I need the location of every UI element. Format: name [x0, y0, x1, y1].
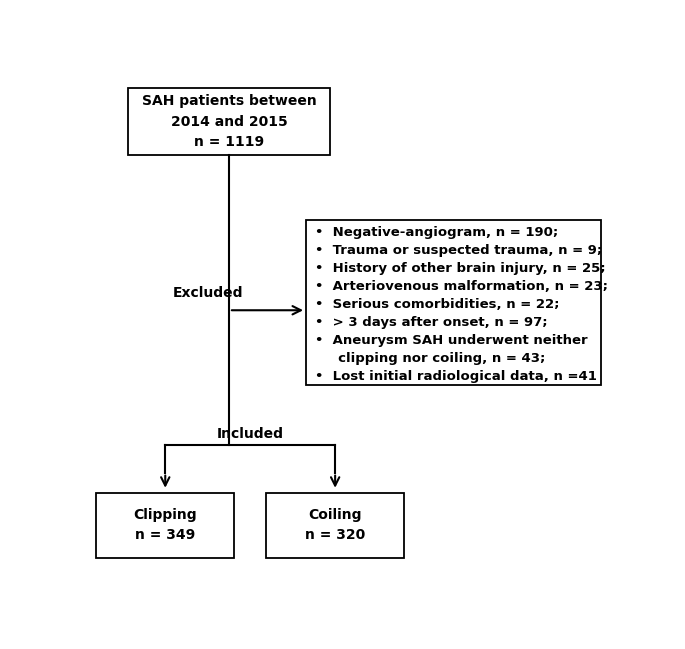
- FancyBboxPatch shape: [128, 88, 329, 155]
- Text: Coiling
n = 320: Coiling n = 320: [305, 508, 365, 543]
- Text: Clipping
n = 349: Clipping n = 349: [134, 508, 197, 543]
- Text: •  Negative-angiogram, n = 190;: • Negative-angiogram, n = 190;: [316, 227, 559, 239]
- Text: Excluded: Excluded: [173, 286, 243, 300]
- Text: •  Trauma or suspected trauma, n = 9;: • Trauma or suspected trauma, n = 9;: [316, 244, 603, 257]
- Text: •  > 3 days after onset, n = 97;: • > 3 days after onset, n = 97;: [316, 316, 548, 329]
- Text: •  History of other brain injury, n = 25;: • History of other brain injury, n = 25;: [316, 262, 606, 275]
- Text: •  Aneurysm SAH underwent neither: • Aneurysm SAH underwent neither: [316, 334, 588, 347]
- FancyBboxPatch shape: [266, 493, 404, 557]
- FancyBboxPatch shape: [96, 493, 234, 557]
- Text: •  Lost initial radiological data, n =41: • Lost initial radiological data, n =41: [316, 370, 597, 383]
- Text: SAH patients between
2014 and 2015
n = 1119: SAH patients between 2014 and 2015 n = 1…: [142, 94, 316, 149]
- FancyBboxPatch shape: [306, 220, 601, 386]
- Text: clipping nor coiling, n = 43;: clipping nor coiling, n = 43;: [316, 352, 546, 365]
- Text: Included: Included: [216, 427, 284, 441]
- Text: •  Arteriovenous malformation, n = 23;: • Arteriovenous malformation, n = 23;: [316, 280, 608, 293]
- Text: •  Serious comorbidities, n = 22;: • Serious comorbidities, n = 22;: [316, 298, 560, 311]
